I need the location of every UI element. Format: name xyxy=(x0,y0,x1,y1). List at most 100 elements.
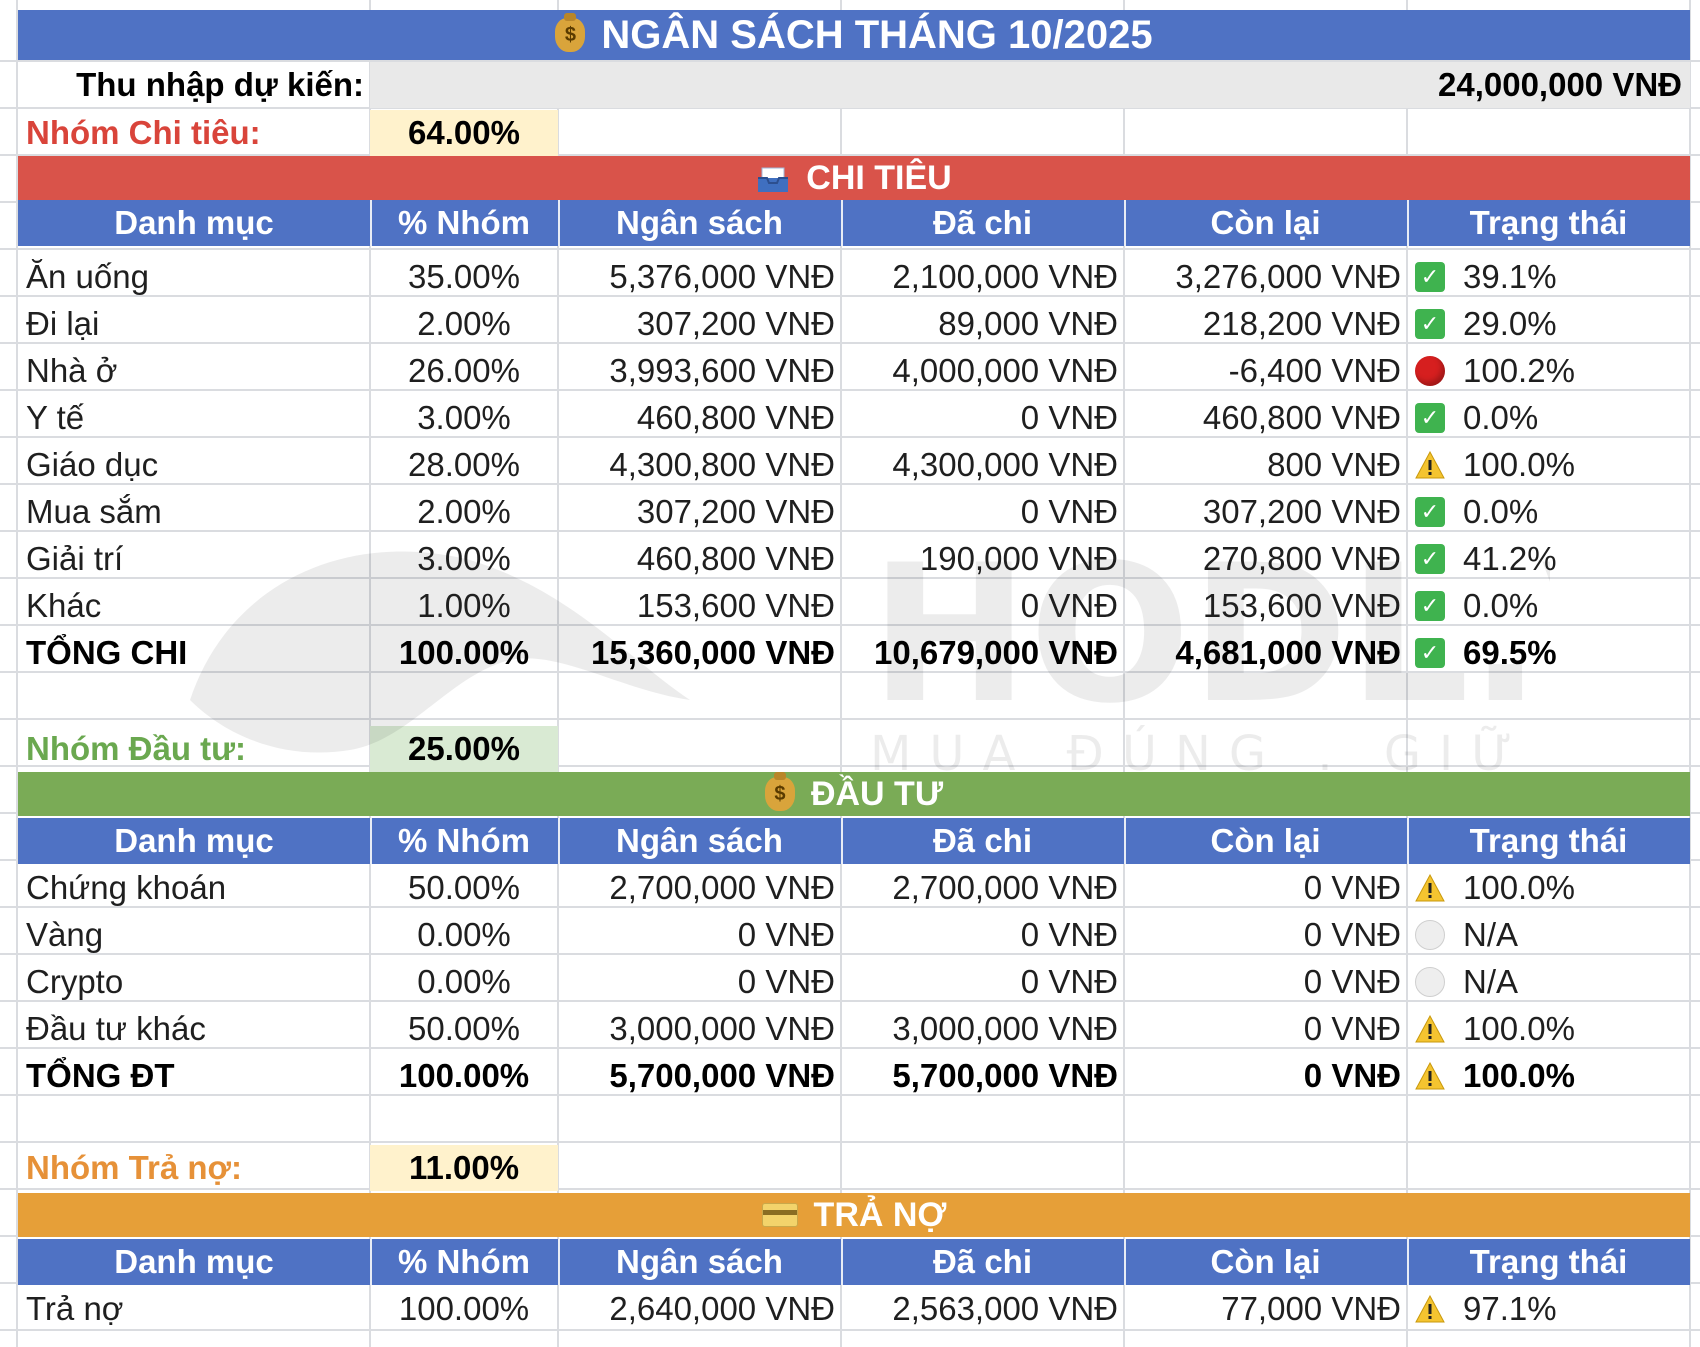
group-pct-cell[interactable]: 50.00% xyxy=(370,865,558,911)
remaining-cell[interactable]: 800 VNĐ xyxy=(1124,442,1407,488)
remaining-cell[interactable]: 0 VNĐ xyxy=(1124,1006,1407,1052)
column-header-status[interactable]: Trạng thái xyxy=(1469,204,1628,241)
group-pct-cell[interactable]: 0.00% xyxy=(370,912,558,958)
budget-cell[interactable]: 307,200 VNĐ xyxy=(558,301,841,347)
spent-cell[interactable]: 3,000,000 VNĐ xyxy=(841,1006,1124,1052)
status-cell[interactable]: 100.0% xyxy=(1407,442,1690,488)
budget-cell[interactable]: 0 VNĐ xyxy=(558,959,841,1005)
debt-group-label[interactable]: Nhóm Trả nợ: xyxy=(26,1149,242,1186)
status-cell[interactable]: 100.2% xyxy=(1407,348,1690,394)
column-header-budget[interactable]: Ngân sách xyxy=(616,822,783,859)
budget-cell[interactable]: 15,360,000 VNĐ xyxy=(558,630,841,676)
spent-cell[interactable]: 5,700,000 VNĐ xyxy=(841,1053,1124,1099)
category-cell[interactable]: Đi lại xyxy=(18,301,370,347)
remaining-cell[interactable]: 153,600 VNĐ xyxy=(1124,583,1407,629)
group-pct-cell[interactable]: 28.00% xyxy=(370,442,558,488)
column-header-spent[interactable]: Đã chi xyxy=(932,1243,1033,1280)
status-cell[interactable]: ✓ 0.0% xyxy=(1407,489,1690,535)
category-cell[interactable]: TỔNG CHI xyxy=(18,630,370,676)
spent-cell[interactable]: 89,000 VNĐ xyxy=(841,301,1124,347)
status-cell[interactable]: ✓ 69.5% xyxy=(1407,630,1690,676)
remaining-cell[interactable]: 460,800 VNĐ xyxy=(1124,395,1407,441)
group-pct-cell[interactable]: 35.00% xyxy=(370,254,558,300)
budget-cell[interactable]: 153,600 VNĐ xyxy=(558,583,841,629)
column-header-remaining[interactable]: Còn lại xyxy=(1210,204,1321,241)
budget-cell[interactable]: 2,700,000 VNĐ xyxy=(558,865,841,911)
budget-cell[interactable]: 307,200 VNĐ xyxy=(558,489,841,535)
budget-cell[interactable]: 4,300,800 VNĐ xyxy=(558,442,841,488)
category-cell[interactable]: Y tế xyxy=(18,395,370,441)
category-cell[interactable]: Chứng khoán xyxy=(18,865,370,911)
spent-cell[interactable]: 0 VNĐ xyxy=(841,912,1124,958)
spent-cell[interactable]: 4,300,000 VNĐ xyxy=(841,442,1124,488)
category-cell[interactable]: Crypto xyxy=(18,959,370,1005)
group-pct-cell[interactable]: 3.00% xyxy=(370,395,558,441)
group-pct-cell[interactable]: 100.00% xyxy=(370,1053,558,1099)
remaining-cell[interactable]: 3,276,000 VNĐ xyxy=(1124,254,1407,300)
group-pct-cell[interactable]: 100.00% xyxy=(370,630,558,676)
spent-cell[interactable]: 0 VNĐ xyxy=(841,489,1124,535)
income-value[interactable]: 24,000,000 VNĐ xyxy=(370,62,1690,108)
status-cell[interactable]: ✓ 0.0% xyxy=(1407,583,1690,629)
group-pct-cell[interactable]: 0.00% xyxy=(370,959,558,1005)
column-header-spent[interactable]: Đã chi xyxy=(932,204,1033,241)
column-header-category[interactable]: Danh mục xyxy=(114,1243,274,1280)
spent-cell[interactable]: 2,700,000 VNĐ xyxy=(841,865,1124,911)
budget-cell[interactable]: 0 VNĐ xyxy=(558,912,841,958)
category-cell[interactable]: Vàng xyxy=(18,912,370,958)
spending-group-label[interactable]: Nhóm Chi tiêu: xyxy=(26,114,261,151)
category-cell[interactable]: Mua sắm xyxy=(18,489,370,535)
spending-group-pct[interactable]: 64.00% xyxy=(370,110,558,156)
status-cell[interactable]: ✓ 39.1% xyxy=(1407,254,1690,300)
status-cell[interactable]: ✓ 29.0% xyxy=(1407,301,1690,347)
budget-cell[interactable]: 5,700,000 VNĐ xyxy=(558,1053,841,1099)
status-cell[interactable]: 97.1% xyxy=(1407,1286,1690,1332)
column-header-category[interactable]: Danh mục xyxy=(114,822,274,859)
debt-group-pct[interactable]: 11.00% xyxy=(370,1145,558,1191)
column-header-group-pct[interactable]: % Nhóm xyxy=(398,1243,530,1280)
column-header-budget[interactable]: Ngân sách xyxy=(616,204,783,241)
remaining-cell[interactable]: 4,681,000 VNĐ xyxy=(1124,630,1407,676)
group-pct-cell[interactable]: 1.00% xyxy=(370,583,558,629)
group-pct-cell[interactable]: 2.00% xyxy=(370,301,558,347)
remaining-cell[interactable]: -6,400 VNĐ xyxy=(1124,348,1407,394)
remaining-cell[interactable]: 270,800 VNĐ xyxy=(1124,536,1407,582)
category-cell[interactable]: Nhà ở xyxy=(18,348,370,394)
column-header-remaining[interactable]: Còn lại xyxy=(1210,822,1321,859)
remaining-cell[interactable]: 0 VNĐ xyxy=(1124,912,1407,958)
column-header-budget[interactable]: Ngân sách xyxy=(616,1243,783,1280)
group-pct-cell[interactable]: 50.00% xyxy=(370,1006,558,1052)
column-header-status[interactable]: Trạng thái xyxy=(1469,822,1628,859)
spent-cell[interactable]: 0 VNĐ xyxy=(841,959,1124,1005)
column-header-status[interactable]: Trạng thái xyxy=(1469,1243,1628,1280)
budget-cell[interactable]: 460,800 VNĐ xyxy=(558,395,841,441)
status-cell[interactable]: ✓ 41.2% xyxy=(1407,536,1690,582)
category-cell[interactable]: Khác xyxy=(18,583,370,629)
budget-cell[interactable]: 3,993,600 VNĐ xyxy=(558,348,841,394)
remaining-cell[interactable]: 0 VNĐ xyxy=(1124,959,1407,1005)
column-header-spent[interactable]: Đã chi xyxy=(932,822,1033,859)
group-pct-cell[interactable]: 3.00% xyxy=(370,536,558,582)
budget-cell[interactable]: 460,800 VNĐ xyxy=(558,536,841,582)
remaining-cell[interactable]: 0 VNĐ xyxy=(1124,1053,1407,1099)
category-cell[interactable]: Đầu tư khác xyxy=(18,1006,370,1052)
category-cell[interactable]: Trả nợ xyxy=(18,1286,370,1332)
group-pct-cell[interactable]: 2.00% xyxy=(370,489,558,535)
status-cell[interactable]: 100.0% xyxy=(1407,865,1690,911)
status-cell[interactable]: 100.0% xyxy=(1407,1053,1690,1099)
spent-cell[interactable]: 0 VNĐ xyxy=(841,583,1124,629)
spent-cell[interactable]: 0 VNĐ xyxy=(841,395,1124,441)
status-cell[interactable]: N/A xyxy=(1407,912,1690,958)
column-header-group-pct[interactable]: % Nhóm xyxy=(398,822,530,859)
group-pct-cell[interactable]: 26.00% xyxy=(370,348,558,394)
category-cell[interactable]: TỔNG ĐT xyxy=(18,1053,370,1099)
remaining-cell[interactable]: 218,200 VNĐ xyxy=(1124,301,1407,347)
spent-cell[interactable]: 2,563,000 VNĐ xyxy=(841,1286,1124,1332)
spent-cell[interactable]: 4,000,000 VNĐ xyxy=(841,348,1124,394)
spent-cell[interactable]: 190,000 VNĐ xyxy=(841,536,1124,582)
category-cell[interactable]: Giải trí xyxy=(18,536,370,582)
investing-group-label[interactable]: Nhóm Đầu tư: xyxy=(26,730,247,767)
status-cell[interactable]: ✓ 0.0% xyxy=(1407,395,1690,441)
investing-group-pct[interactable]: 25.00% xyxy=(370,726,558,772)
budget-cell[interactable]: 3,000,000 VNĐ xyxy=(558,1006,841,1052)
